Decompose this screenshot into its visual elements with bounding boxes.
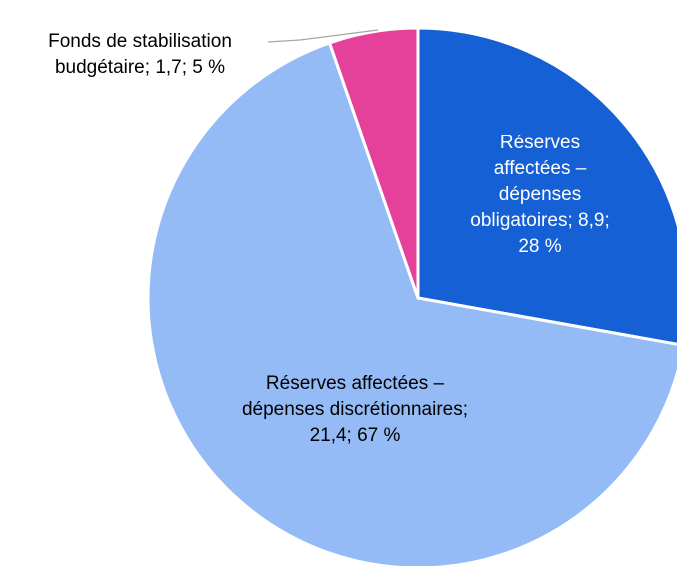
label-part: Réserves affectées – dépenses discrétion… bbox=[241, 373, 463, 420]
data-label-wrap: Fonds de stabilisation budgétaire; 1,7; … bbox=[5, 0, 275, 115]
label-part: 67 % bbox=[357, 425, 401, 446]
label-part: 8,9 bbox=[578, 210, 605, 231]
pie-slice bbox=[327, 26, 420, 299]
label-part: 21,4 bbox=[309, 425, 347, 446]
label-part: ; bbox=[567, 210, 579, 231]
label-part: Fonds de stabilisation budgétaire bbox=[48, 31, 232, 78]
data-label: Fonds de stabilisation budgétaire; 1,7; … bbox=[5, 29, 275, 81]
label-part: 5 % bbox=[192, 57, 226, 78]
data-label: Réserves affectées – dépenses obligatoir… bbox=[460, 135, 620, 255]
label-part: ; bbox=[346, 425, 358, 446]
data-label: Réserves affectées – dépenses discrétion… bbox=[230, 371, 480, 449]
data-label-box: Réserves affectées – dépenses discrétion… bbox=[230, 350, 480, 470]
pie-slice bbox=[416, 26, 677, 346]
data-label-box: Fonds de stabilisation budgétaire; 1,7; … bbox=[5, 0, 275, 115]
data-label-wrap: Réserves affectées – dépenses discrétion… bbox=[230, 350, 480, 470]
label-part: ; bbox=[144, 57, 156, 78]
label-part: ; bbox=[604, 210, 610, 231]
data-label-wrap: Réserves affectées – dépenses obligatoir… bbox=[460, 135, 620, 255]
pie-slice bbox=[146, 40, 677, 566]
label-part: Réserves affectées – dépenses obligatoir… bbox=[470, 135, 587, 231]
leader-line bbox=[267, 29, 379, 43]
label-part: 28 % bbox=[518, 236, 562, 255]
label-part: ; bbox=[181, 57, 193, 78]
data-label-box: Réserves affectées – dépenses obligatoir… bbox=[460, 135, 620, 255]
label-part: 1,7 bbox=[155, 57, 182, 78]
label-part: ; bbox=[462, 399, 469, 420]
